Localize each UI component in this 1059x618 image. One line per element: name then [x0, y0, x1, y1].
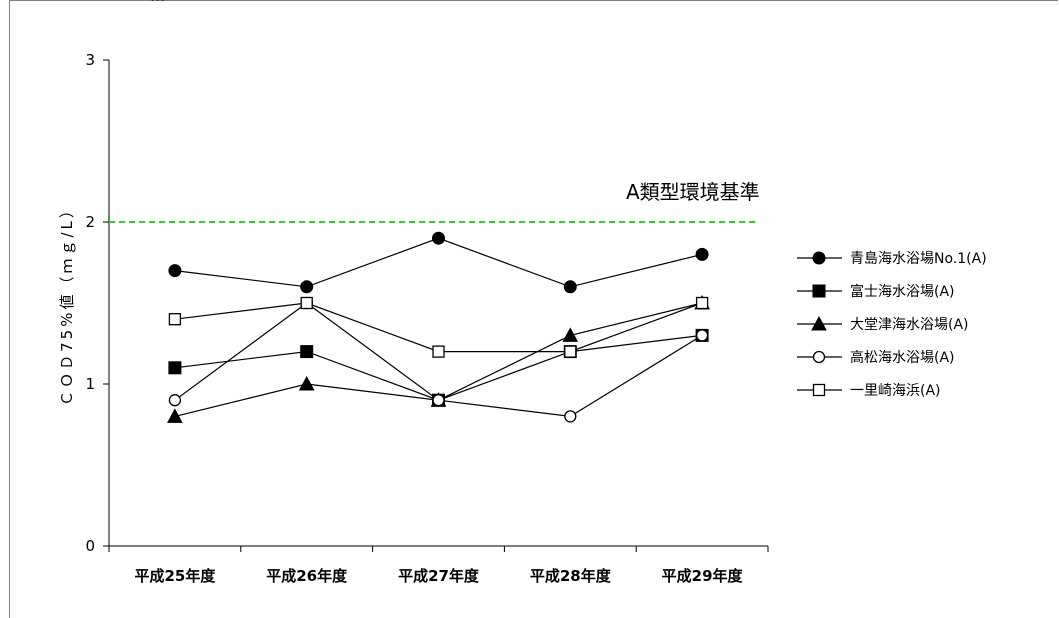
data-point-series-3: [562, 327, 579, 342]
data-point-series-3: [167, 408, 183, 423]
series-line-5: [174, 302, 703, 353]
y-tick-label: 3: [85, 51, 95, 69]
series-line-1: [174, 237, 703, 288]
legend-marker-1: [812, 251, 826, 265]
x-tick-label: 平成27年度: [398, 567, 480, 585]
legend-label-3: 大堂津海水浴場(A): [850, 317, 969, 333]
data-point-series-4: [168, 394, 182, 407]
legend-marker-2: [812, 284, 826, 298]
data-point-series-5: [432, 345, 445, 358]
series-line-2: [174, 334, 703, 401]
data-point-series-3: [298, 375, 315, 391]
data-point-series-2: [300, 345, 314, 359]
chart-frame: [9, 0, 1058, 618]
x-tick-label: 平成26年度: [266, 567, 348, 585]
data-point-series-5: [300, 296, 313, 310]
x-tick-label: 平成29年度: [662, 567, 744, 585]
data-point-series-1: [168, 264, 182, 278]
figure-caption: ...: [150, 0, 165, 5]
y-tick-label: 0: [85, 537, 95, 555]
data-point-series-1: [300, 280, 314, 294]
reference-line-label: A類型環境基準: [626, 180, 760, 204]
data-point-series-5: [564, 345, 577, 358]
legend-marker-3: [811, 315, 827, 331]
data-point-series-4: [432, 394, 445, 407]
y-tick-label: 1: [85, 375, 95, 393]
y-tick-label: 2: [85, 213, 95, 231]
data-point-series-2: [168, 361, 182, 375]
data-point-series-4: [695, 329, 709, 342]
data-point-series-4: [564, 410, 577, 423]
y-axis-label: ＣＯＤ75%値（ｍｇ/L）: [58, 200, 76, 406]
legend-marker-4: [812, 350, 826, 364]
data-point-series-1: [695, 247, 709, 261]
legend-marker-5: [812, 383, 826, 397]
data-point-series-5: [695, 296, 709, 310]
legend-label-5: 一里崎海浜(A): [850, 383, 941, 399]
data-point-series-1: [432, 231, 445, 245]
legend-label-2: 富士海水浴場(A): [850, 283, 955, 300]
data-point-series-5: [168, 313, 182, 326]
legend-label-1: 青島海水浴場No.1(A): [850, 251, 987, 267]
legend-label-4: 高松海水浴場(A): [850, 349, 955, 366]
data-point-series-1: [563, 280, 577, 294]
x-tick-label: 平成25年度: [134, 567, 216, 585]
x-tick-label: 平成28年度: [530, 567, 612, 585]
